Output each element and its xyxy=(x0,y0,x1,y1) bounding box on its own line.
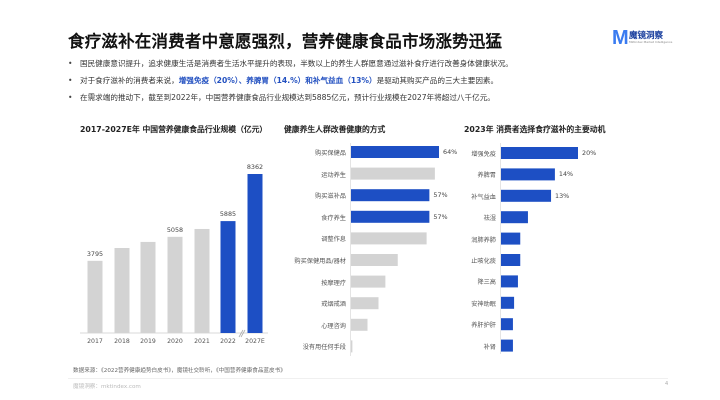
chart3-category-label: 补气益血 xyxy=(471,193,496,201)
chart2-data-label: 64% xyxy=(443,148,458,156)
chart2-category-label: 食疗养生 xyxy=(321,214,346,222)
chart2-data-label: 57% xyxy=(433,212,448,221)
logo: M 魔镜洞察 Mktindex Market Intelligence xyxy=(612,28,682,48)
chart1-title: 2017-2027E年 中国营养健康食品行业规模（亿元） xyxy=(80,125,268,134)
chart1-x-tick: 2022 xyxy=(220,338,236,345)
chart1-bar xyxy=(194,228,210,333)
chart3-bar xyxy=(501,254,521,266)
bullet-2: • 对于食疗滋补的消费者来说，增强免疫（20%）、养脾胃（14.%）和补气益血（1… xyxy=(68,76,499,85)
chart2-bar xyxy=(351,275,386,288)
chart3-category-label: 养肝护肝 xyxy=(471,322,496,330)
bullet-text: 在需求端的推动下，截至到2022年，中国营养健康食品行业规模达到5885亿元，预… xyxy=(80,93,495,102)
footer-site: 魔镜洞察：mktindex.com xyxy=(73,384,141,390)
chart2-category-label: 购买保健用品/器材 xyxy=(294,258,346,265)
chart3-category-label: 降三高 xyxy=(477,279,496,287)
chart1-bar xyxy=(140,241,156,333)
chart3-category-label: 安神助眠 xyxy=(471,300,496,308)
chart1-bar xyxy=(220,221,236,333)
chart3-category-label: 止咳化痰 xyxy=(471,258,496,265)
footer-divider xyxy=(68,378,668,379)
chart3-data-label: 13% xyxy=(555,191,570,200)
chart2-title: 健康养生人群改善健康的方式 xyxy=(284,125,386,134)
chart2-bar xyxy=(351,232,427,245)
chart3-bar xyxy=(501,147,578,159)
bullet-text: 是驱动其购买产品的三大主要因素。 xyxy=(376,76,499,85)
logo-text: 魔镜洞察 xyxy=(629,31,664,41)
source-note: 数据来源：《2022营养健康趋势白皮书》，魔镜社交聆听，《中国营养健康食品蓝皮书… xyxy=(73,368,286,374)
chart3-category-label: 润肺养肺 xyxy=(471,236,496,244)
chart2-category-label: 调整作息 xyxy=(321,236,346,244)
chart2-category-label: 购买滋补品 xyxy=(315,193,346,201)
chart3-category-label: 祛湿 xyxy=(483,215,496,223)
chart2-bar xyxy=(351,146,439,158)
chart1-data-label: 5885 xyxy=(219,210,237,219)
chart1-x-tick: 2027E xyxy=(245,338,265,345)
chart2-bar xyxy=(351,318,368,331)
logo-subtext: Mktindex Market Intelligence xyxy=(629,40,673,44)
chart1-x-tick: 2020 xyxy=(167,338,183,345)
chart2-category-label: 按摩理疗 xyxy=(321,279,346,287)
bullet-3: • 在需求端的推动下，截至到2022年，中国营养健康食品行业规模达到5885亿元，… xyxy=(68,93,495,102)
chart1-bar xyxy=(167,236,183,333)
chart3-bar xyxy=(501,318,513,331)
chart1-x-tick: 2018 xyxy=(114,338,130,345)
chart2-category-label: 没有用任何手段 xyxy=(302,344,346,352)
axis-break-mark xyxy=(238,329,244,338)
chart2-bar xyxy=(351,167,435,180)
chart2-category-label: 购买保健品 xyxy=(315,150,346,157)
chart3-category-label: 养脾胃 xyxy=(477,172,496,180)
chart3-bar xyxy=(501,275,518,288)
chart3-bar xyxy=(501,168,555,181)
bullet-1: • 国民健康意识提升，追求健康生活是消费者生活水平提升的表现，半数以上的养生人群愿… xyxy=(68,59,513,68)
chart1-bar xyxy=(87,260,103,333)
chart3-bar xyxy=(501,211,528,224)
chart2-bar xyxy=(351,340,353,353)
chart3-category-label: 补肾 xyxy=(483,343,496,351)
chart3-bar xyxy=(501,232,521,245)
chart3-category-label: 增强免疫 xyxy=(471,151,496,158)
bullet-text: 对于食疗滋补的消费者来说， xyxy=(80,76,179,85)
logo-m-icon: M xyxy=(612,27,629,49)
chart1-bar xyxy=(114,248,130,333)
chart2-bar xyxy=(351,254,398,266)
chart2-category-label: 心理咨询 xyxy=(321,322,346,330)
chart1-data-label: 5058 xyxy=(166,225,184,234)
chart3-data-label: 14% xyxy=(558,170,574,179)
chart3-data-label: 20% xyxy=(582,149,597,157)
chart2-category-label: 运动养生 xyxy=(321,171,346,179)
chart1-data-label: 3795 xyxy=(86,249,104,258)
chart2-bar xyxy=(351,297,379,310)
chart1-x-tick: 2017 xyxy=(87,338,103,345)
chart3-title: 2023年 消费者选择食疗滋补的主要动机 xyxy=(464,125,606,134)
chart3-bar xyxy=(501,189,552,202)
bullet-highlight: 增强免疫（20%）、养脾胃（14.%）和补气益血（13%） xyxy=(178,76,377,85)
chart3-bar xyxy=(501,339,513,352)
axis-break-mark xyxy=(240,329,246,338)
chart1-data-label: 8362 xyxy=(246,163,264,171)
chart2-category-label: 戒烟戒酒 xyxy=(321,301,346,309)
chart1-bar xyxy=(247,174,263,333)
chart2-bar xyxy=(351,210,430,223)
chart3-bar xyxy=(501,296,515,309)
bullet-text: 国民健康意识提升，追求健康生活是消费者生活水平提升的表现，半数以上的养生人群愿意… xyxy=(80,59,513,68)
page-title: 食疗滋补在消费者中意愿强烈，营养健康食品市场涨势迅猛 xyxy=(68,32,503,51)
chart1-x-tick: 2019 xyxy=(140,338,156,345)
chart2-data-label: 57% xyxy=(433,191,448,200)
page-number: 4 xyxy=(665,381,669,387)
chart2-bar xyxy=(351,189,430,202)
chart1-x-tick: 2021 xyxy=(194,338,210,345)
